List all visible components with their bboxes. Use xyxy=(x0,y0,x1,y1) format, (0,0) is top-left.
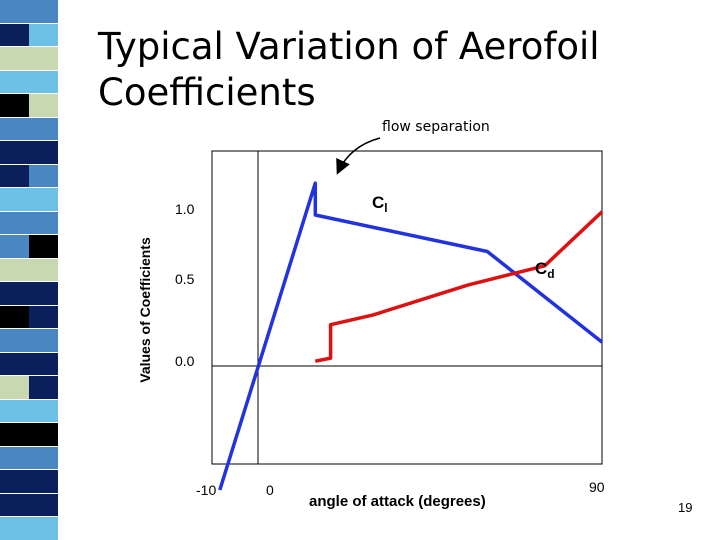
page-number: 19 xyxy=(678,500,693,515)
strip-block xyxy=(0,399,58,422)
strip-accent-block xyxy=(29,517,58,540)
y-tick-1-0: 1.0 xyxy=(175,201,195,217)
strip-block xyxy=(0,329,58,352)
strip-accent-block xyxy=(29,164,58,187)
cd-label-main: C xyxy=(535,259,547,278)
strip-block xyxy=(0,188,58,211)
flow-separation-arrow xyxy=(336,137,381,175)
cl-label-main: C xyxy=(372,193,384,212)
x-tick-0: 0 xyxy=(266,482,274,498)
strip-block xyxy=(0,258,58,281)
strip-block xyxy=(0,470,58,493)
strip-accent-block xyxy=(29,235,58,258)
strip-block xyxy=(0,282,58,305)
strip-block xyxy=(0,352,58,375)
x-tick-90: 90 xyxy=(589,479,605,495)
y-tick-0-5: 0.5 xyxy=(175,271,195,287)
x-tick-minus-10: -10 xyxy=(196,482,216,498)
strip-block xyxy=(0,493,58,516)
cd-series-label: Cd xyxy=(535,259,555,281)
strip-block xyxy=(0,141,58,164)
cd-label-sub: d xyxy=(547,267,554,281)
cl-series-label: Cl xyxy=(372,193,388,215)
strip-block xyxy=(0,47,58,70)
strip-accent-block xyxy=(29,23,58,46)
strip-accent-block xyxy=(29,446,58,469)
decorative-color-strip xyxy=(0,0,58,540)
slide-title: Typical Variation of Aerofoil Coefficien… xyxy=(98,24,698,116)
strip-block xyxy=(0,423,58,446)
cl-label-sub: l xyxy=(384,201,387,215)
strip-accent-block xyxy=(29,305,58,328)
strip-accent-block xyxy=(29,376,58,399)
slide-title-line-1: Typical Variation of Aerofoil xyxy=(98,25,600,68)
cl-series-line xyxy=(218,181,604,491)
x-axis-label: angle of attack (degrees) xyxy=(309,493,486,510)
plot-frame xyxy=(211,150,603,465)
flow-separation-annotation: flow separation xyxy=(382,119,490,135)
strip-block xyxy=(0,70,58,93)
slide-title-line-2: Coefficients xyxy=(98,71,316,114)
y-axis-label: Values of Coefficients xyxy=(137,237,153,383)
strip-accent-block xyxy=(29,94,58,117)
y-tick-0-0: 0.0 xyxy=(175,353,195,369)
cd-series-line xyxy=(314,210,604,363)
strip-block xyxy=(0,0,58,23)
strip-block xyxy=(0,117,58,140)
strip-block xyxy=(0,211,58,234)
